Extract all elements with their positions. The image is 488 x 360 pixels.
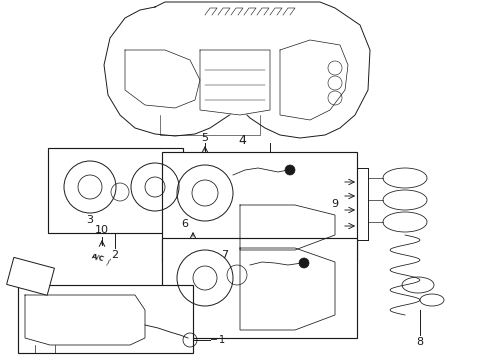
Text: 3: 3 <box>86 215 93 225</box>
Polygon shape <box>104 2 369 138</box>
Text: 4: 4 <box>238 134 245 147</box>
Circle shape <box>285 165 294 175</box>
Text: 2: 2 <box>111 250 118 260</box>
Text: ─ 1: ─ 1 <box>210 335 225 345</box>
Bar <box>162 152 356 262</box>
Text: /: / <box>105 257 110 267</box>
Circle shape <box>298 258 308 268</box>
Text: 8: 8 <box>416 337 423 347</box>
Bar <box>18 285 193 353</box>
Polygon shape <box>125 50 200 108</box>
Polygon shape <box>240 205 334 250</box>
Text: 9: 9 <box>331 199 338 209</box>
Text: A/C: A/C <box>91 253 105 262</box>
Polygon shape <box>240 248 334 330</box>
Polygon shape <box>25 295 145 345</box>
Polygon shape <box>280 40 347 120</box>
Bar <box>7 257 54 295</box>
Polygon shape <box>200 50 269 115</box>
Text: 6: 6 <box>181 219 188 229</box>
Text: 5: 5 <box>201 133 208 143</box>
Text: 7: 7 <box>221 250 228 260</box>
Bar <box>162 238 356 338</box>
Bar <box>48 148 183 233</box>
Text: 10: 10 <box>95 225 109 235</box>
